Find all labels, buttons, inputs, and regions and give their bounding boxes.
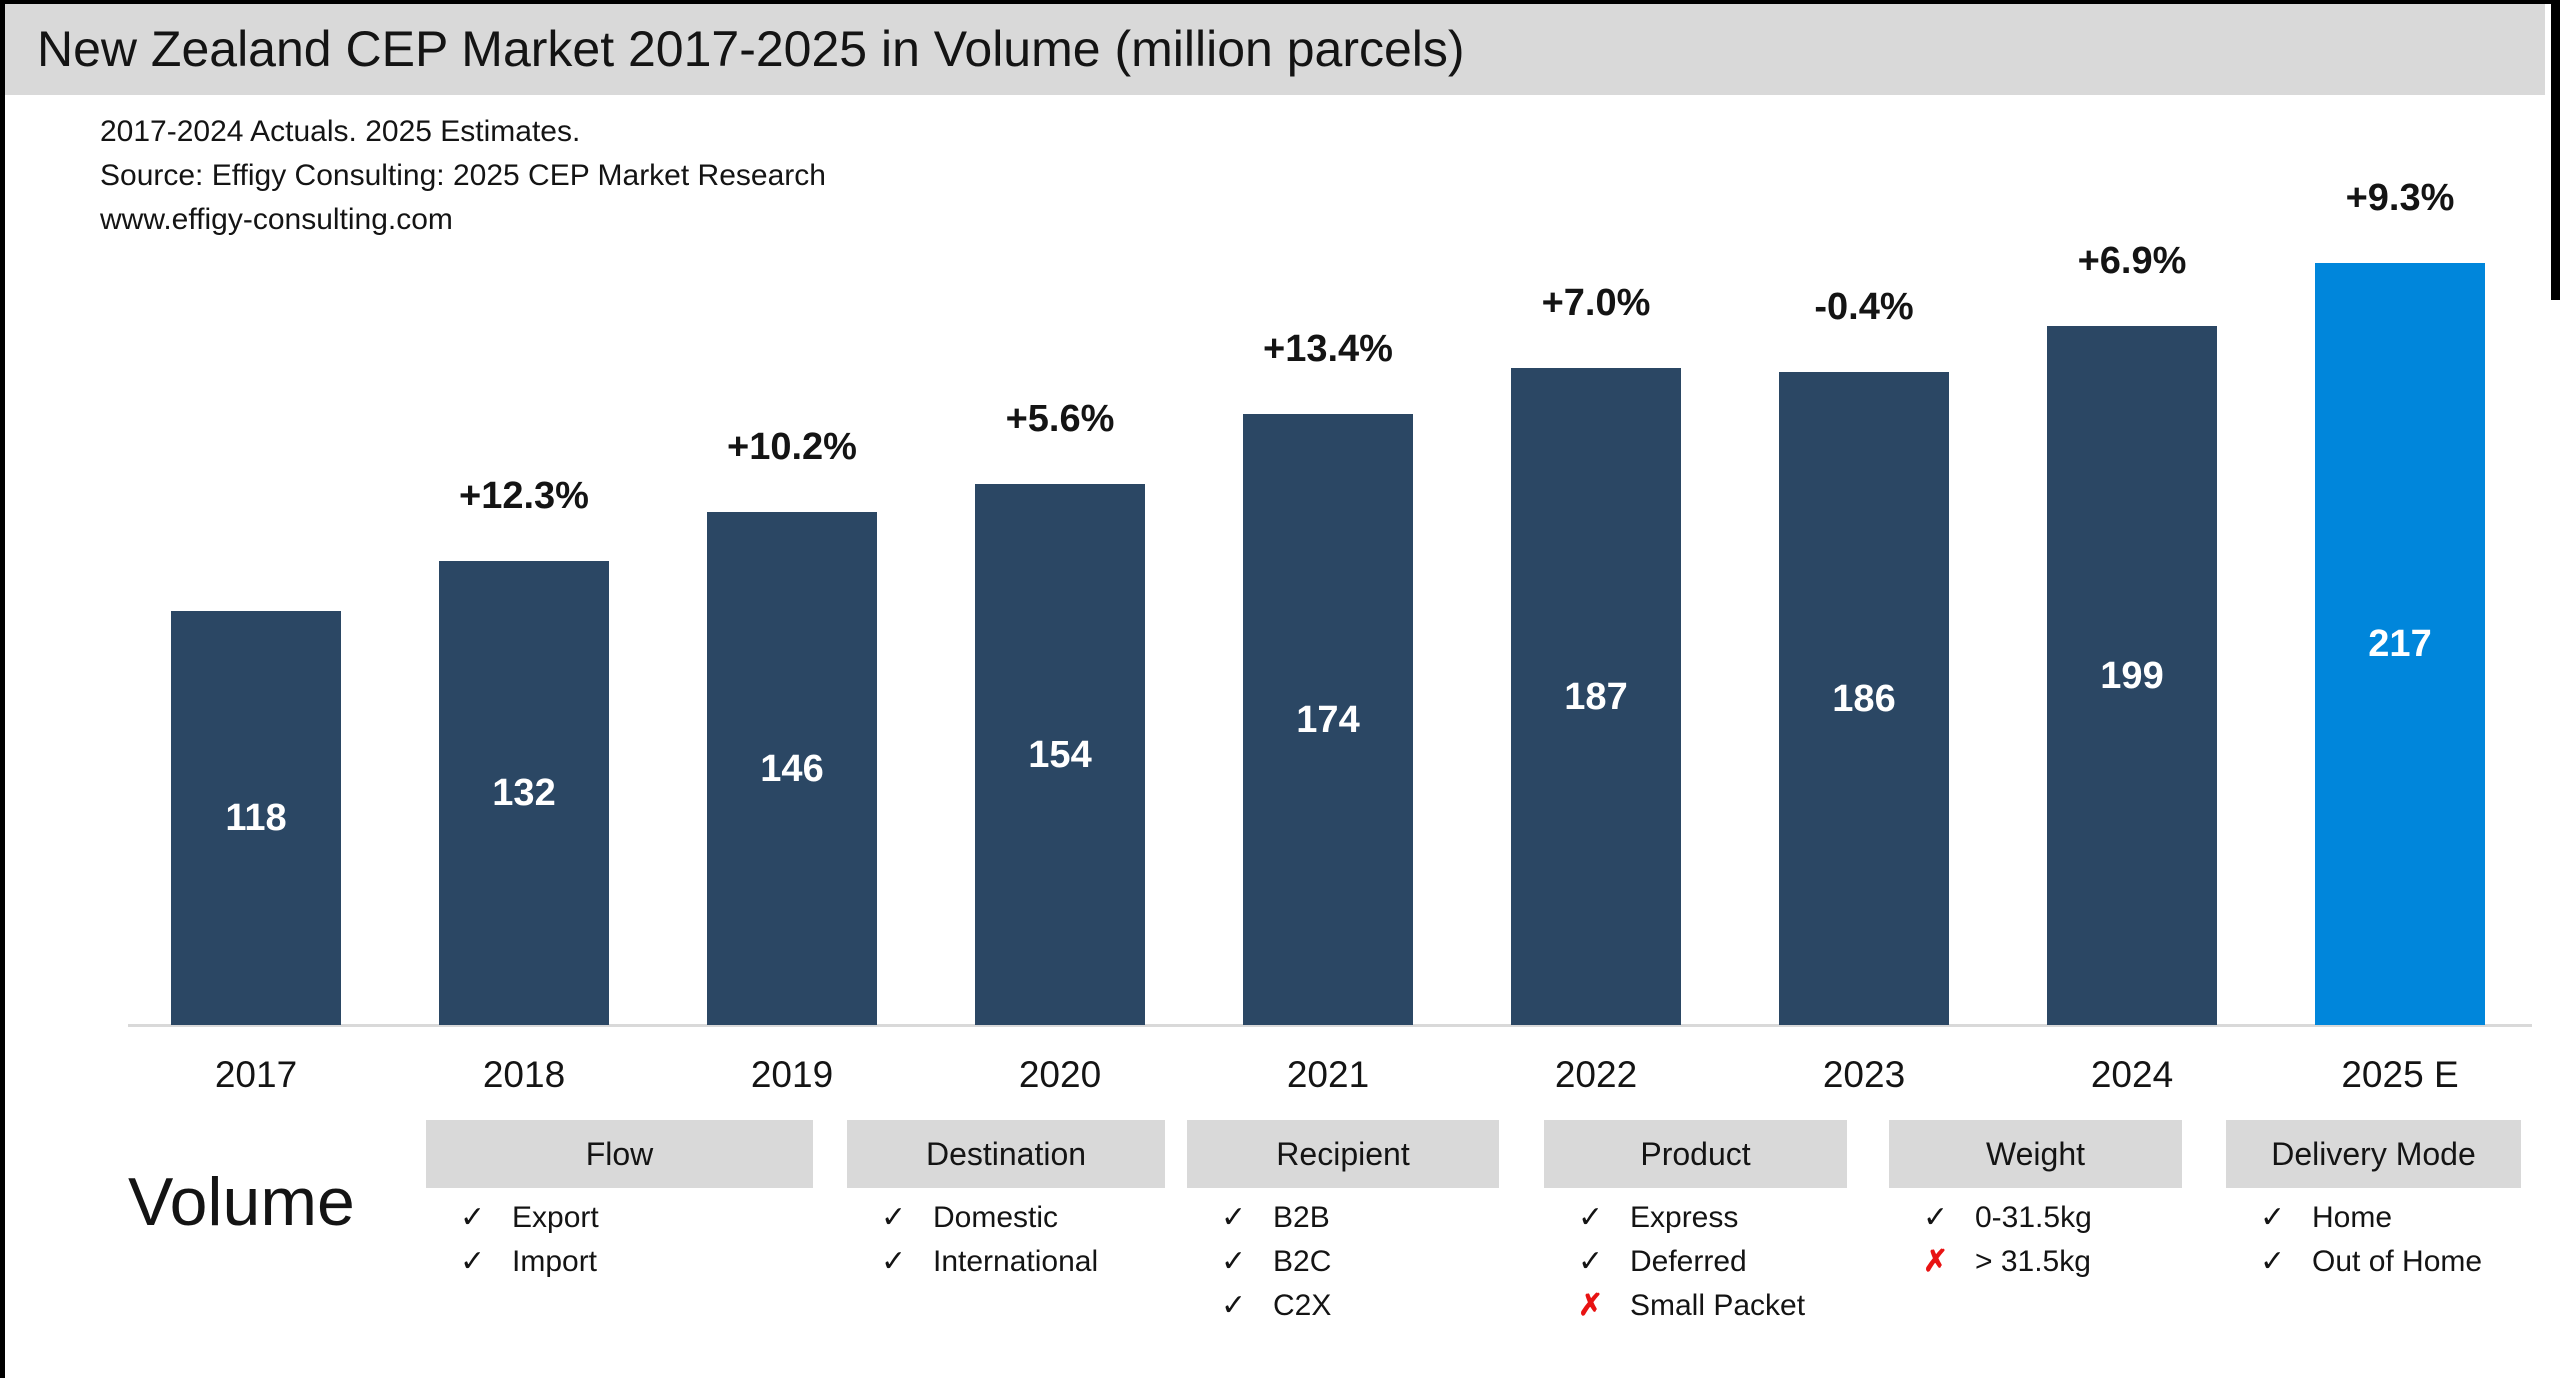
growth-label: +9.3% <box>2345 177 2455 219</box>
filter-item: ✓ Import <box>460 1240 597 1284</box>
growth-label: +10.2% <box>727 426 857 468</box>
check-icon: ✓ <box>460 1201 486 1234</box>
check-icon: ✓ <box>1578 1201 1604 1234</box>
check-icon: ✓ <box>2260 1201 2286 1234</box>
page-title: New Zealand CEP Market 2017-2025 in Volu… <box>37 21 1465 77</box>
bar-value-label: 186 <box>1832 677 1896 720</box>
growth-label: +12.3% <box>459 475 589 517</box>
bar-value-label: 174 <box>1296 698 1360 741</box>
x-axis-label: 2024 <box>2090 1054 2174 1095</box>
bar-2019 <box>707 512 877 1025</box>
bar-value-label: 217 <box>2368 623 2432 665</box>
x-axis-label: 2023 <box>1822 1054 1906 1095</box>
x-axis-label: 2018 <box>482 1054 566 1095</box>
check-icon: ✓ <box>1923 1201 1949 1234</box>
x-axis-line <box>128 1024 2532 1027</box>
filter-header-delivery-mode: Delivery Mode <box>2226 1120 2521 1188</box>
filter-header-flow: Flow <box>426 1120 813 1188</box>
check-icon: ✓ <box>2260 1245 2286 1278</box>
filter-item-label: C2X <box>1273 1289 1332 1322</box>
bar-2024 <box>2047 326 2217 1025</box>
bar-value-label: 146 <box>760 747 824 790</box>
check-icon: ✓ <box>881 1245 907 1278</box>
filter-item: ✓ Export <box>460 1196 599 1240</box>
x-axis-label: 2025 E <box>2341 1054 2459 1095</box>
filter-item: ✓ Express <box>1578 1196 1738 1240</box>
x-axis-label: 2017 <box>214 1054 298 1095</box>
bar-2022 <box>1511 368 1681 1025</box>
bar-value-label: 154 <box>1028 733 1092 776</box>
filter-header-recipient: Recipient <box>1187 1120 1499 1188</box>
filter-item: ✓ International <box>881 1240 1098 1284</box>
filter-item: ✗ > 31.5kg <box>1923 1240 2091 1284</box>
filter-item-label: Domestic <box>933 1201 1059 1234</box>
filter-header-weight: Weight <box>1889 1120 2182 1188</box>
bar-2025-e <box>2315 263 2485 1025</box>
filter-item-label: Home <box>2312 1201 2393 1234</box>
filter-item-label: International <box>933 1245 1099 1278</box>
filter-item-label: Small Packet <box>1630 1289 1806 1322</box>
bar-value-label: 132 <box>492 772 556 814</box>
check-icon: ✓ <box>460 1245 486 1278</box>
filter-header-destination: Destination <box>847 1120 1165 1188</box>
filter-item-label: Deferred <box>1630 1245 1747 1278</box>
filter-item: ✓ C2X <box>1221 1284 1331 1328</box>
filter-item-label: Out of Home <box>2312 1245 2483 1278</box>
filter-item: ✗ Small Packet <box>1578 1284 1805 1328</box>
filter-item-label: Express <box>1630 1201 1739 1234</box>
page-border-left <box>0 0 5 1378</box>
filter-item-label: B2C <box>1273 1245 1332 1278</box>
title-banner: New Zealand CEP Market 2017-2025 in Volu… <box>5 4 2545 95</box>
bar-2017 <box>171 611 341 1025</box>
filter-item: ✓ B2C <box>1221 1240 1331 1284</box>
axis-title-volume: Volume <box>128 1164 355 1240</box>
annotation-period: 2017-2024 Actuals. 2025 Estimates. <box>100 115 581 148</box>
bar-2020 <box>975 484 1145 1025</box>
filter-item-label: Export <box>512 1201 599 1234</box>
x-axis-label: 2021 <box>1286 1054 1370 1095</box>
x-axis-label: 2020 <box>1018 1054 1102 1095</box>
growth-label: +6.9% <box>2077 240 2187 282</box>
filter-item: ✓ Domestic <box>881 1196 1058 1240</box>
page-border-top <box>0 0 2560 4</box>
filter-item-label: > 31.5kg <box>1975 1245 2091 1278</box>
cross-icon: ✗ <box>1923 1245 1949 1278</box>
annotation-website: www.effigy-consulting.com <box>100 203 453 236</box>
source-annotations: 2017-2024 Actuals. 2025 Estimates. Sourc… <box>100 110 826 242</box>
check-icon: ✓ <box>1578 1245 1604 1278</box>
filter-item: ✓ Out of Home <box>2260 1240 2482 1284</box>
growth-label: +7.0% <box>1541 282 1651 324</box>
cross-icon: ✗ <box>1578 1289 1604 1322</box>
filter-header-product: Product <box>1544 1120 1847 1188</box>
check-icon: ✓ <box>1221 1289 1247 1322</box>
bar-2021 <box>1243 414 1413 1025</box>
filter-item-label: 0-31.5kg <box>1975 1201 2092 1234</box>
page-border-right <box>2551 0 2560 300</box>
check-icon: ✓ <box>881 1201 907 1234</box>
check-icon: ✓ <box>1221 1201 1247 1234</box>
bar-value-label: 199 <box>2100 654 2164 697</box>
filter-item: ✓ Deferred <box>1578 1240 1747 1284</box>
filter-item: ✓ B2B <box>1221 1196 1330 1240</box>
check-icon: ✓ <box>1221 1245 1247 1278</box>
filter-item-label: Import <box>512 1245 598 1278</box>
x-axis-label: 2019 <box>750 1054 834 1095</box>
growth-label: +13.4% <box>1263 328 1393 370</box>
filter-item: ✓ Home <box>2260 1196 2392 1240</box>
growth-label: +5.6% <box>1005 398 1115 440</box>
bar-2018 <box>439 561 609 1025</box>
bar-2023 <box>1779 372 1949 1025</box>
x-axis-label: 2022 <box>1554 1054 1638 1095</box>
filter-item: ✓ 0-31.5kg <box>1923 1196 2092 1240</box>
growth-label: -0.4% <box>1814 286 1914 328</box>
filter-item-label: B2B <box>1273 1201 1330 1234</box>
annotation-source: Source: Effigy Consulting: 2025 CEP Mark… <box>100 159 826 192</box>
bar-value-label: 187 <box>1564 675 1628 718</box>
bar-value-label: 118 <box>225 797 287 839</box>
